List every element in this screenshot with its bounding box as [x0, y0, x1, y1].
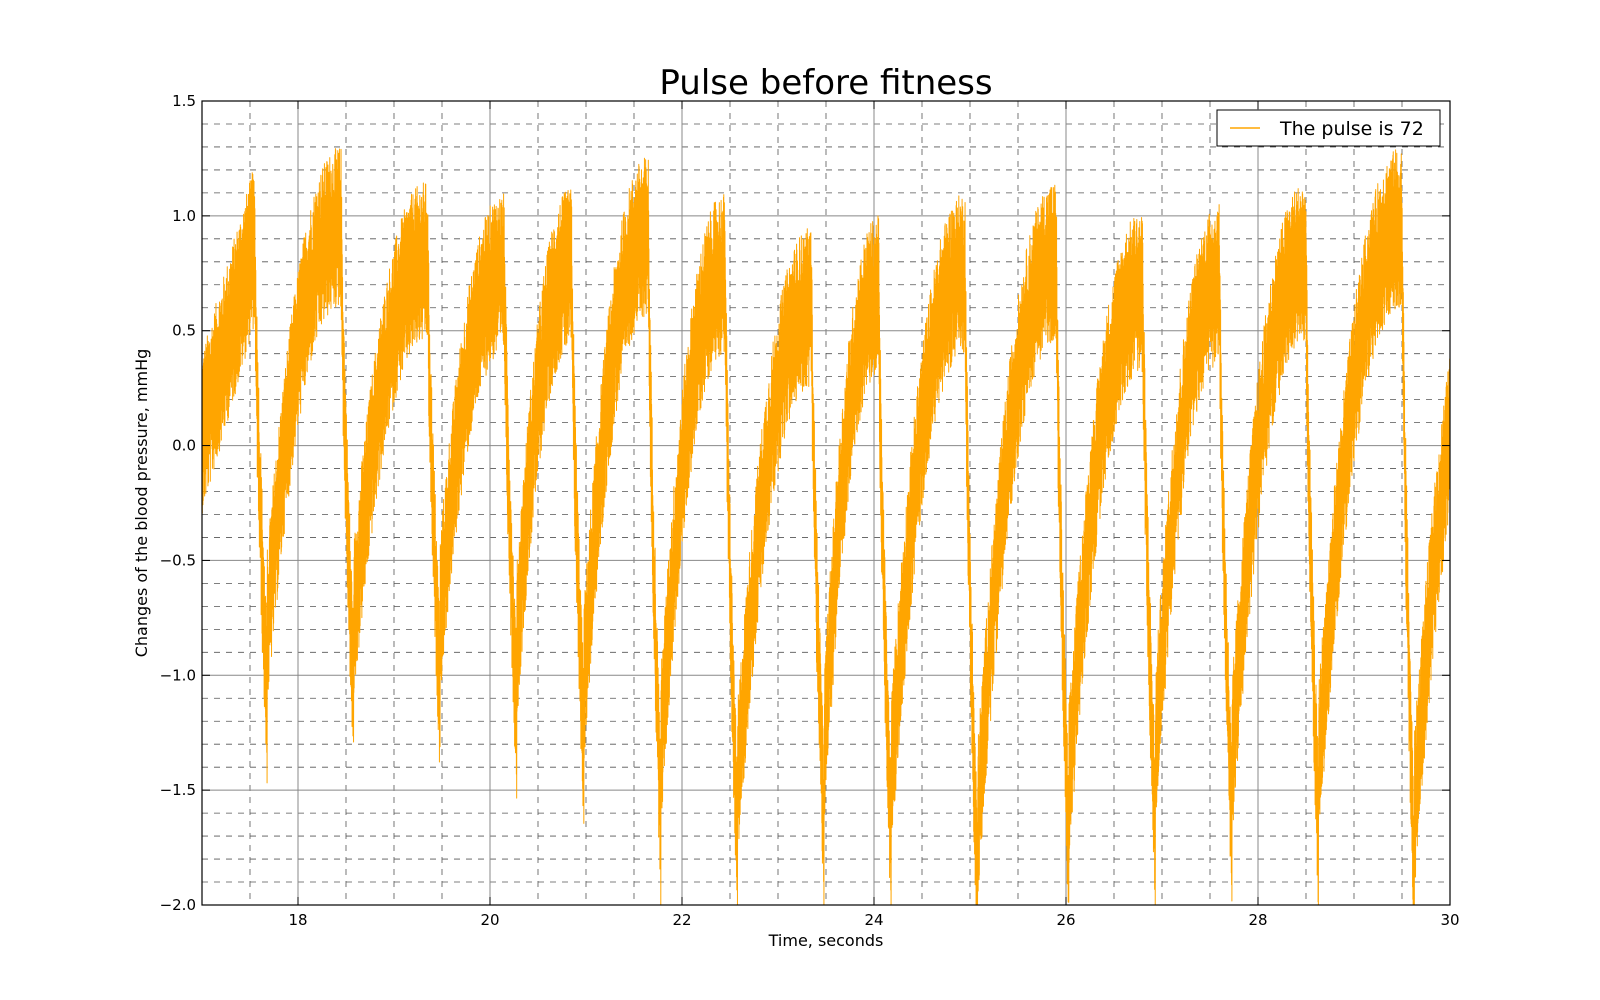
x-tick-label: 22 — [672, 911, 691, 929]
y-tick-label: 1.0 — [172, 207, 196, 225]
x-axis-label: Time, seconds — [768, 931, 884, 950]
y-axis-label: Changes of the blood pressure, mmHg — [132, 349, 151, 658]
x-tick-label: 26 — [1056, 911, 1075, 929]
x-tick-label: 30 — [1440, 911, 1459, 929]
series-line-pulse — [201, 148, 1451, 906]
plot-area-frame — [201, 100, 1451, 906]
legend: The pulse is 72 — [1216, 109, 1441, 147]
legend-label: The pulse is 72 — [1279, 118, 1424, 140]
y-tick-label: 0.5 — [172, 322, 196, 340]
y-tick-label: 0.0 — [172, 437, 196, 455]
axis-ticks: 18 20 22 24 26 28 30 −2.0 −1.5 −1.0 −0.5 0.0 0.5 1.0 1… — [160, 92, 1460, 929]
chart-title: Pulse before fitness — [659, 63, 992, 103]
y-tick-label: −0.5 — [160, 551, 196, 569]
data-series-layer — [201, 148, 1451, 906]
x-tick-label: 28 — [1248, 911, 1267, 929]
y-tick-label: −2.0 — [160, 896, 196, 914]
grid-lines — [202, 100, 1451, 906]
x-tick-label: 20 — [480, 911, 499, 929]
y-tick-label: 1.5 — [172, 92, 196, 110]
y-tick-label: −1.5 — [160, 781, 196, 799]
x-tick-label: 18 — [288, 911, 307, 929]
y-tick-label: −1.0 — [160, 666, 196, 684]
x-tick-label: 24 — [864, 911, 883, 929]
